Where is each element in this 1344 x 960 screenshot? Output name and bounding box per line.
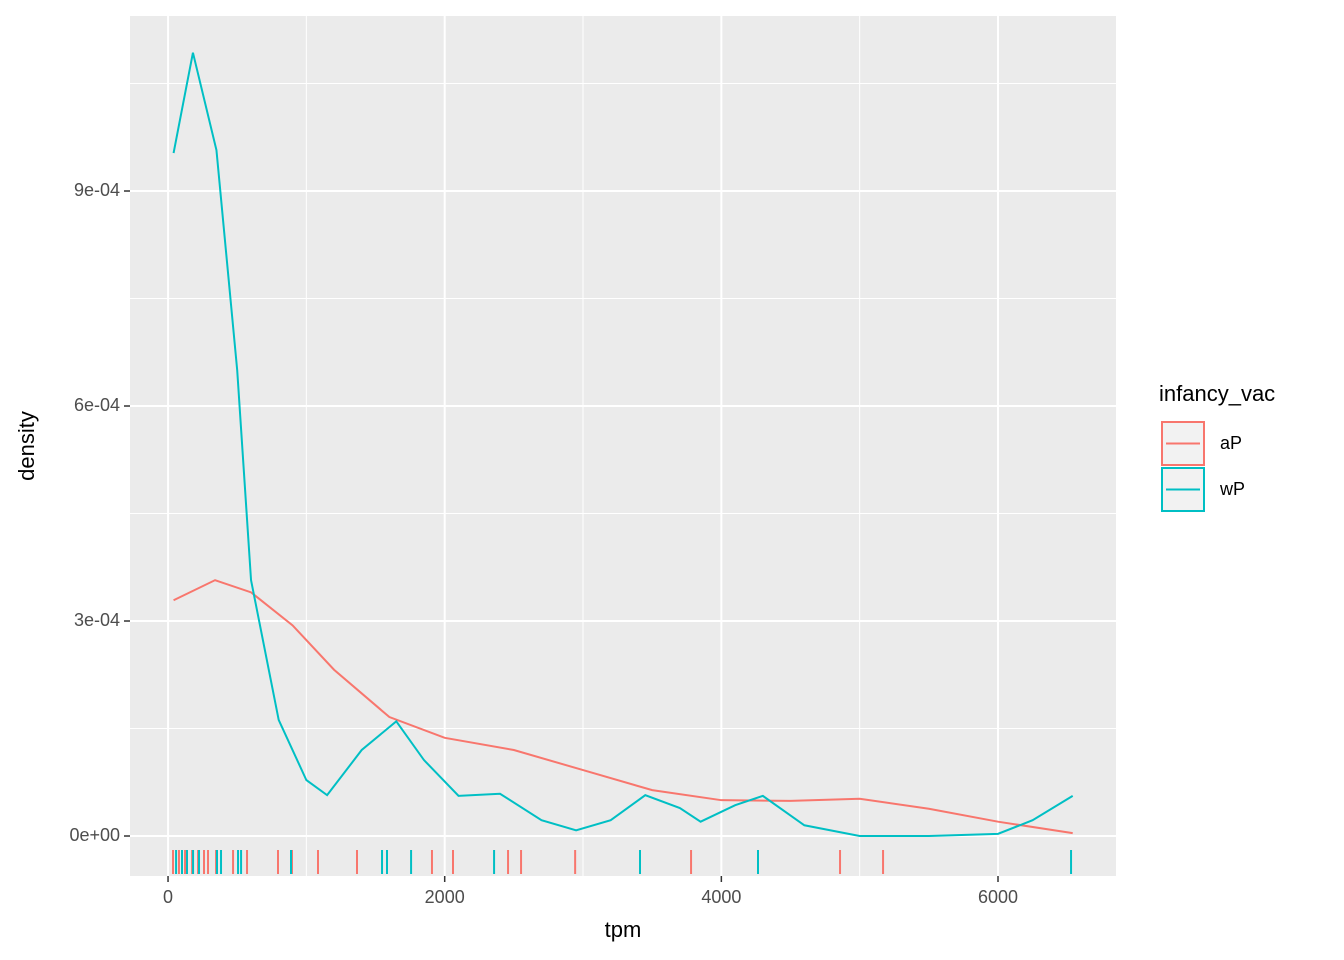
y-tick-label: 0e+00 [69,825,120,845]
legend-label: aP [1220,433,1242,453]
density-line [173,579,1073,835]
x-tick-label: 0 [163,887,173,907]
x-tick-label: 4000 [701,887,741,907]
y-tick-label: 3e-04 [74,610,120,630]
x-tick-label: 2000 [425,887,465,907]
marks [172,52,1074,874]
legend-label: wP [1219,479,1245,499]
y-tick-label: 6e-04 [74,395,120,415]
x-axis-title: tpm [605,917,642,942]
y-axis-title: density [14,411,39,481]
x-tick-label: 6000 [978,887,1018,907]
y-tick-label: 9e-04 [74,180,120,200]
panel [130,16,1116,876]
legend-title: infancy_vac [1159,381,1275,406]
density-line [172,52,1074,838]
grid [130,16,1116,876]
